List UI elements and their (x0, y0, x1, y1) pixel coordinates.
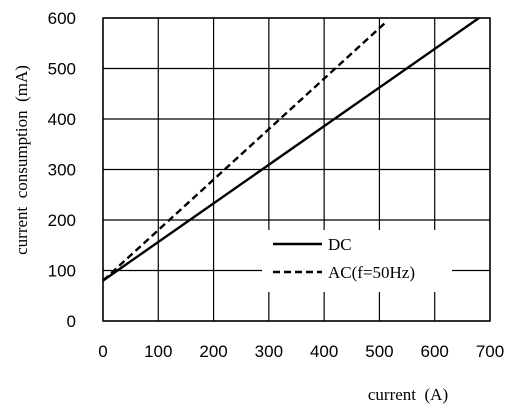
x-tick-label: 0 (98, 342, 107, 361)
y-tick-label: 400 (48, 110, 76, 129)
x-tick-label: 400 (310, 342, 338, 361)
x-tick-label: 300 (255, 342, 283, 361)
y-axis-label: current consumption (mA) (12, 65, 31, 255)
grid-lines (102, 17, 491, 322)
y-axis-ticks: 0 100 200 300 400 500 600 (48, 9, 76, 331)
y-tick-label: 600 (48, 9, 76, 28)
y-tick-label: 500 (48, 60, 76, 79)
legend-box (262, 230, 452, 292)
series-line-ac (102, 22, 386, 282)
x-axis-ticks: 0 100 200 300 400 500 600 700 (98, 342, 504, 361)
series-line-dc (102, 17, 480, 282)
plot-frame (102, 17, 491, 322)
legend-label: DC (328, 235, 352, 254)
x-axis-label: current (A) (368, 385, 448, 404)
x-tick-label: 700 (476, 342, 504, 361)
y-tick-label: 200 (48, 211, 76, 230)
series-lines (102, 17, 480, 282)
x-tick-label: 200 (199, 342, 227, 361)
x-tick-label: 500 (365, 342, 393, 361)
x-tick-label: 100 (144, 342, 172, 361)
y-tick-label: 300 (48, 161, 76, 180)
legend: DC AC(f=50Hz) (262, 230, 452, 292)
x-tick-label: 600 (421, 342, 449, 361)
y-tick-label: 0 (67, 312, 76, 331)
y-tick-label: 100 (48, 262, 76, 281)
legend-label: AC(f=50Hz) (328, 263, 415, 282)
